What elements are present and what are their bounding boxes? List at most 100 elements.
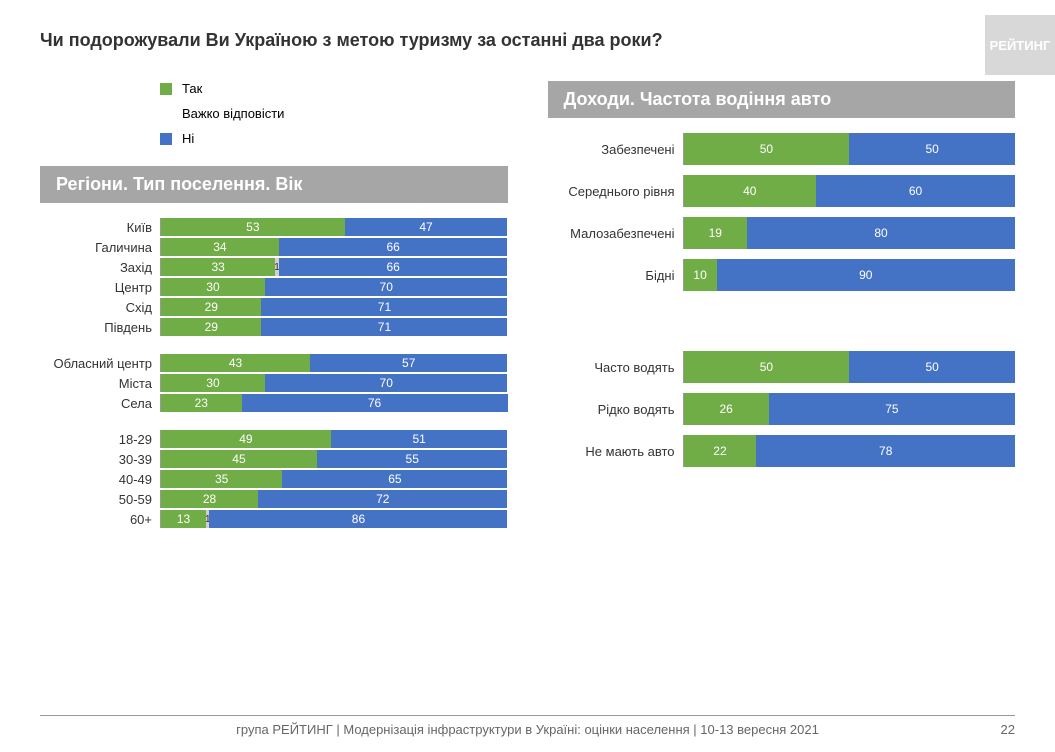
bar-segment: 70 <box>265 278 508 296</box>
bar-segment: 13 <box>161 510 206 528</box>
bar-segment: 60 <box>816 175 1015 207</box>
page-number: 22 <box>1001 722 1015 737</box>
bar-segment: 50 <box>684 351 850 383</box>
bar-label: Малозабезпечені <box>548 226 683 241</box>
bar-track: 5347 <box>160 218 508 236</box>
bar-segment: 26 <box>684 393 769 425</box>
bar-label: 40-49 <box>40 472 160 487</box>
bar-segment: 70 <box>265 374 508 392</box>
bar-segment: 75 <box>769 393 1015 425</box>
bar-row: Захід33166 <box>40 258 508 276</box>
bar-label: Галичина <box>40 240 160 255</box>
bar-segment: 55 <box>317 450 508 468</box>
bar-track: 5050 <box>683 351 1016 383</box>
bar-track: 4951 <box>160 430 508 448</box>
bar-track: 1980 <box>683 217 1016 249</box>
bar-segment: 78 <box>756 435 1015 467</box>
bar-label: Схід <box>40 300 160 315</box>
bar-segment: 30 <box>161 278 265 296</box>
bar-segment: 86 <box>209 510 507 528</box>
bar-segment: 66 <box>279 258 508 276</box>
bar-segment: 28 <box>161 490 258 508</box>
bar-row: 40-493565 <box>40 470 508 488</box>
bar-row: 50-592872 <box>40 490 508 508</box>
bar-row: Часто водять5050 <box>548 351 1016 383</box>
bar-segment: 30 <box>161 374 265 392</box>
bar-segment: 51 <box>331 430 508 448</box>
bar-row: Рідко водять2675 <box>548 393 1016 425</box>
bar-label: Центр <box>40 280 160 295</box>
left-section-header: Регіони. Тип поселення. Вік <box>40 166 508 203</box>
bar-segment: 90 <box>717 259 1015 291</box>
bar-track: 2971 <box>160 318 508 336</box>
bar-segment: 40 <box>684 175 817 207</box>
bar-row: Села2376 <box>40 394 508 412</box>
bar-segment: 66 <box>279 238 508 256</box>
legend-label: Так <box>182 81 202 96</box>
bar-segment: 47 <box>345 218 508 236</box>
legend-label: Ні <box>182 131 194 146</box>
bar-segment: 29 <box>161 298 261 316</box>
bar-label: 50-59 <box>40 492 160 507</box>
watermark-logo: РЕЙТИНГ <box>985 15 1055 75</box>
bar-label: 18-29 <box>40 432 160 447</box>
bar-label: Забезпечені <box>548 142 683 157</box>
bar-segment: 22 <box>684 435 757 467</box>
bar-track: 3565 <box>160 470 508 488</box>
bar-label: Захід <box>40 260 160 275</box>
legend-item: Ні <box>160 131 508 146</box>
bar-segment: 72 <box>258 490 507 508</box>
bar-row: Обласний центр4357 <box>40 354 508 372</box>
bar-row: Міста3070 <box>40 374 508 392</box>
bar-track: 4357 <box>160 354 508 372</box>
bar-row: Схід2971 <box>40 298 508 316</box>
bar-label: Рідко водять <box>548 402 683 417</box>
bar-track: 2872 <box>160 490 508 508</box>
bar-segment: 76 <box>242 394 508 412</box>
bar-track: 2675 <box>683 393 1016 425</box>
bar-row: Середнього рівня4060 <box>548 175 1016 207</box>
legend-swatch <box>160 108 172 120</box>
bar-label: Часто водять <box>548 360 683 375</box>
bar-segment: 45 <box>161 450 317 468</box>
bar-row: Південь2971 <box>40 318 508 336</box>
bar-segment: 50 <box>849 351 1015 383</box>
bar-segment: 33 <box>161 258 275 276</box>
bar-segment: 80 <box>747 217 1015 249</box>
bar-segment: 71 <box>261 318 507 336</box>
bar-segment: 34 <box>161 238 279 256</box>
bar-row: 60+13186 <box>40 510 508 528</box>
bar-row: Бідні1090 <box>548 259 1016 291</box>
bar-segment: 23 <box>161 394 242 412</box>
bar-segment: 43 <box>161 354 310 372</box>
bar-segment: 29 <box>161 318 261 336</box>
bar-segment: 53 <box>161 218 345 236</box>
right-section-header: Доходи. Частота водіння авто <box>548 81 1016 118</box>
bar-row: Галичина3466 <box>40 238 508 256</box>
bar-track: 3070 <box>160 278 508 296</box>
bar-row: 18-294951 <box>40 430 508 448</box>
bar-track: 2971 <box>160 298 508 316</box>
bar-segment: 35 <box>161 470 282 488</box>
legend-item: Так <box>160 81 508 96</box>
chart-title: Чи подорожували Ви Україною з метою тури… <box>40 30 1015 51</box>
bar-row: 30-394555 <box>40 450 508 468</box>
bar-label: 60+ <box>40 512 160 527</box>
legend-swatch <box>160 133 172 145</box>
bar-track: 13186 <box>160 510 508 528</box>
bar-row: Малозабезпечені1980 <box>548 217 1016 249</box>
bar-label: Київ <box>40 220 160 235</box>
bar-segment: 49 <box>161 430 331 448</box>
bar-track: 4060 <box>683 175 1016 207</box>
bar-label: 30-39 <box>40 452 160 467</box>
bar-track: 3466 <box>160 238 508 256</box>
bar-label: Середнього рівня <box>548 184 683 199</box>
bar-segment: 10 <box>684 259 717 291</box>
legend-label: Важко відповісти <box>182 106 284 121</box>
bar-row: Київ5347 <box>40 218 508 236</box>
bar-track: 5050 <box>683 133 1016 165</box>
bar-segment: 19 <box>684 217 748 249</box>
bar-label: Бідні <box>548 268 683 283</box>
bar-segment: 50 <box>684 133 850 165</box>
bar-label: Села <box>40 396 160 411</box>
